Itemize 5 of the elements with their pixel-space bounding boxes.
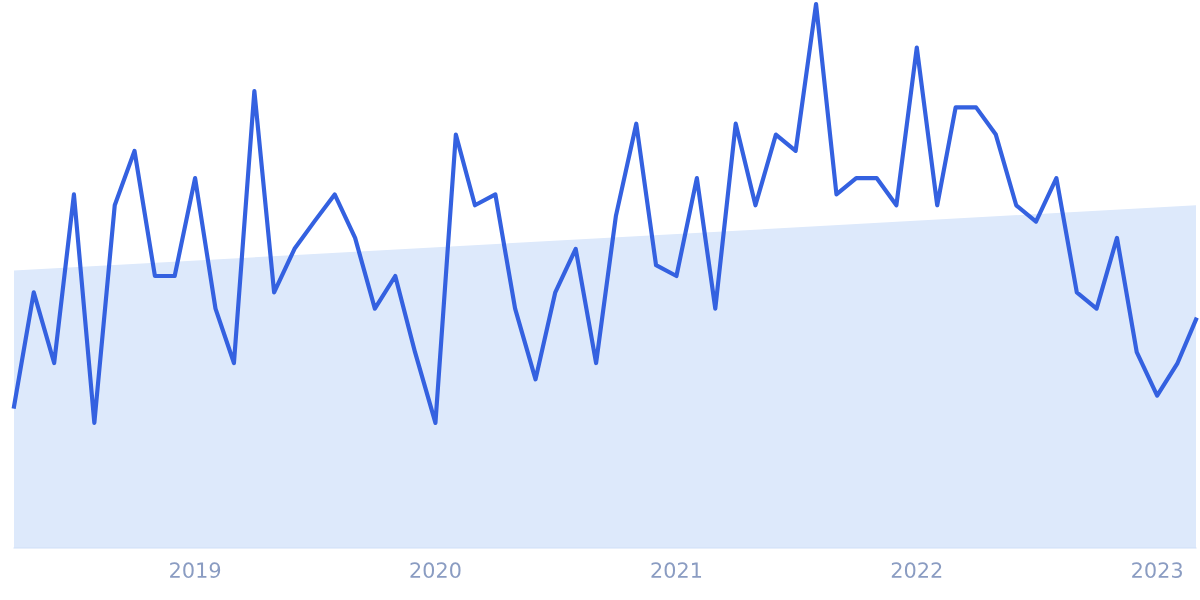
x-tick-label: 2019	[170, 562, 221, 579]
x-tick-label: 2022	[891, 562, 942, 579]
x-tick-label: 2020	[410, 562, 461, 579]
x-tick-label: 2023	[1132, 562, 1182, 579]
x-tick-label: 2021	[651, 562, 702, 579]
